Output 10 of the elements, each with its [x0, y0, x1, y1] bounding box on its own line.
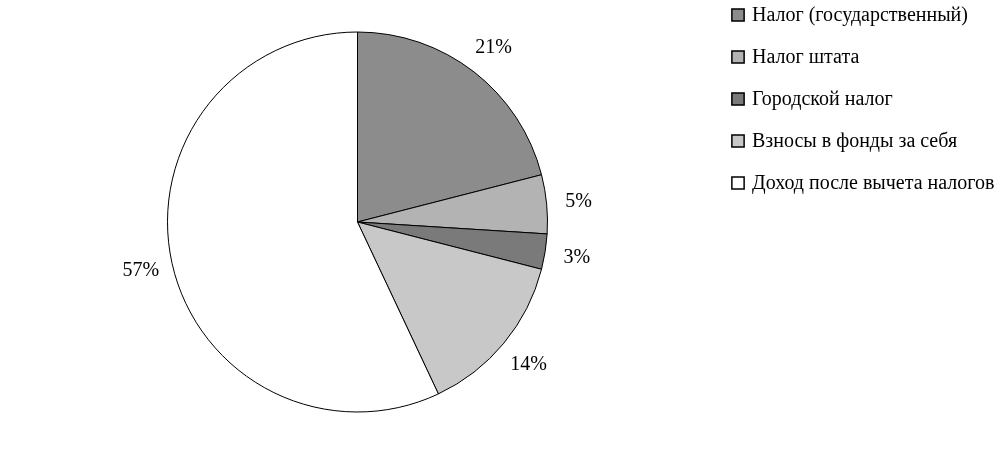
data-label: 21% — [475, 34, 512, 57]
data-label: 14% — [510, 351, 547, 374]
data-label: 5% — [565, 189, 592, 212]
legend-label: Налог (государственный) — [752, 3, 968, 26]
legend-label: Городской налог — [752, 87, 893, 110]
legend-label: Взносы в фонды за себя — [752, 129, 958, 152]
data-label: 3% — [563, 244, 591, 267]
legend-label: Налог штата — [752, 45, 860, 67]
legend-label: Доход после вычета налогов — [752, 171, 995, 194]
data-label: 57% — [122, 258, 160, 281]
